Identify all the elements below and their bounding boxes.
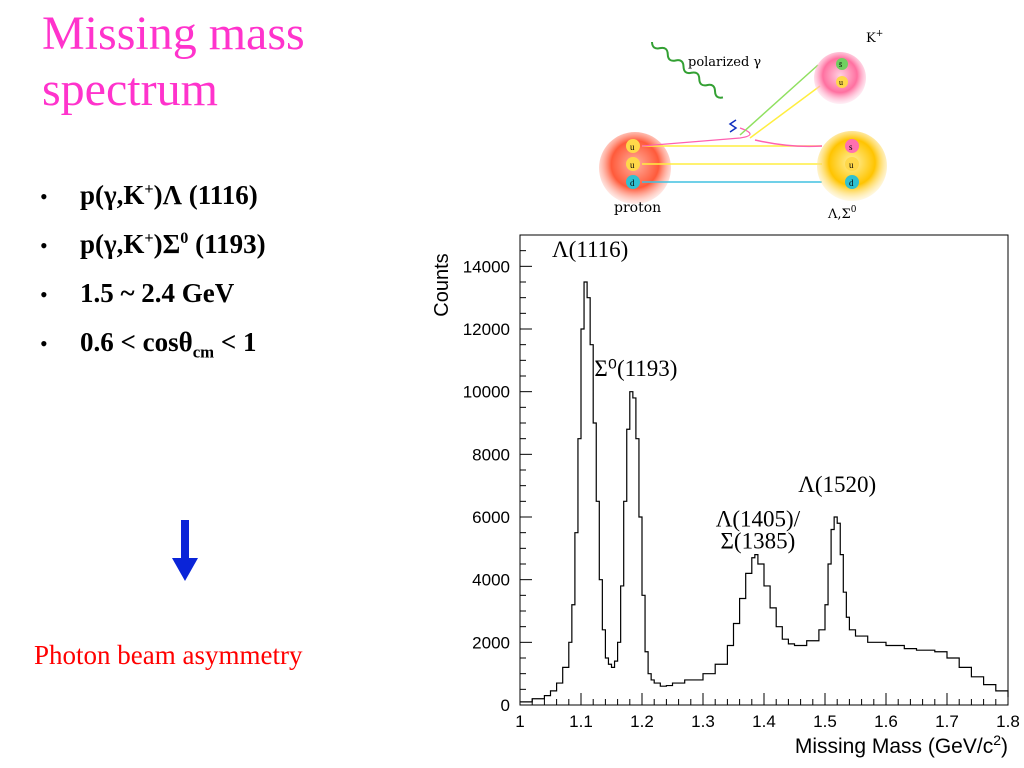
quark-u: [836, 76, 848, 88]
bullet-text: p(γ,K: [80, 229, 145, 259]
reaction-diagram: polarized γ u u d proton s̄ u K+ s u d Λ…: [599, 29, 887, 222]
quark-line: [754, 139, 823, 148]
x-axis-label: Missing Mass (GeV/c2): [795, 732, 1008, 758]
bullet-text: p(γ,K: [80, 180, 145, 210]
quark-sbar: [836, 58, 848, 70]
quark-label: u: [849, 160, 854, 170]
subscript: cm: [192, 342, 215, 362]
down-arrow-icon: [172, 520, 198, 581]
y-tick-label: 2000: [472, 633, 510, 652]
x-tick-label: 1.2: [630, 712, 654, 731]
photon-beam-asymmetry-label: Photon beam asymmetry: [34, 640, 303, 670]
bullet-marker: •: [40, 331, 48, 356]
quark-s: [845, 139, 859, 153]
superscript: +: [144, 180, 154, 198]
quark-line: [749, 85, 821, 139]
quark-label: d: [630, 178, 635, 188]
quark-label: d: [849, 178, 854, 188]
y-tick-label: 10000: [463, 383, 510, 402]
peak-annotation: Σ(1385): [721, 528, 796, 553]
quark-u: [626, 157, 640, 171]
bullet-text: )Σ: [153, 229, 181, 259]
y-axis-label: Counts: [431, 253, 453, 316]
slide-title: Missing mass spectrum: [42, 7, 305, 116]
bullet-energy-range: • 1.5 ~ 2.4 GeV: [40, 278, 266, 327]
bullet-text: (1193): [188, 229, 266, 259]
histogram-series: [520, 281, 1009, 703]
bullet-text: )Λ (1116): [153, 180, 258, 210]
bullet-text: 0.6 < cosθ: [80, 327, 193, 357]
quark-label: u: [630, 142, 635, 152]
superscript: +: [144, 229, 154, 247]
y-tick-label: 0: [501, 696, 510, 715]
quark-line: [739, 64, 819, 136]
quark-line: [641, 127, 751, 147]
missing-mass-chart: 0 2000 4000 6000 8000 10000 12000 14000 1 1.1 1.2 1…: [431, 234, 1020, 758]
quark-label: u: [630, 160, 635, 170]
photon-wave: [651, 41, 724, 99]
hyperon-label: Λ,Σ0: [827, 205, 857, 222]
x-tick-label: 1.4: [752, 712, 776, 731]
superscript: 0: [180, 229, 189, 247]
quark-label: s: [849, 142, 853, 152]
bullet-text: 1.5 ~ 2.4 GeV: [80, 278, 235, 308]
peak-annotation: Σ⁰(1193): [594, 356, 677, 381]
peak-annotation: Λ(1520): [798, 472, 876, 497]
x-tick-label: 1.5: [813, 712, 837, 731]
bullet-angle-range: • 0.6 < cosθcm < 1: [40, 327, 266, 376]
bullet-marker: •: [40, 184, 48, 209]
proton-label: proton: [614, 200, 661, 216]
quark-d: [626, 175, 640, 189]
vertex-icon: [728, 119, 738, 133]
bullet-sigma-reaction: • p(γ,K+)Σ0 (1193): [40, 229, 266, 278]
x-tick-label: 1.1: [569, 712, 593, 731]
bullet-text: < 1: [214, 327, 257, 357]
bullet-marker: •: [40, 233, 48, 258]
peak-annotation: Λ(1116): [552, 237, 628, 262]
y-tick-label: 6000: [472, 508, 510, 527]
quark-u: [626, 139, 640, 153]
plot-frame: [519, 234, 1009, 706]
bullet-lambda-reaction: • p(γ,K+)Λ (1116): [40, 180, 266, 229]
y-tick-label: 8000: [472, 445, 510, 464]
x-tick-label: 1: [515, 712, 524, 731]
kaon-label: K+: [866, 29, 883, 46]
x-tick-label: 1.7: [935, 712, 959, 731]
y-tick-label: 14000: [463, 257, 510, 276]
gamma-label: polarized γ: [688, 55, 761, 70]
x-tick-label: 1.6: [874, 712, 898, 731]
quark-label: u: [839, 78, 843, 87]
bullet-marker: •: [40, 282, 48, 307]
quark-d: [845, 175, 859, 189]
quark-label: s̄: [839, 60, 843, 69]
quark-u: [845, 157, 859, 171]
x-tick-label: 1.8: [996, 712, 1020, 731]
y-tick-label: 12000: [463, 320, 510, 339]
peak-annotation: Λ(1405)/: [716, 506, 801, 531]
bullet-list: • p(γ,K+)Λ (1116) • p(γ,K+)Σ0 (1193) • 1…: [40, 180, 266, 376]
x-tick-label: 1.3: [691, 712, 715, 731]
y-tick-label: 4000: [472, 571, 510, 590]
